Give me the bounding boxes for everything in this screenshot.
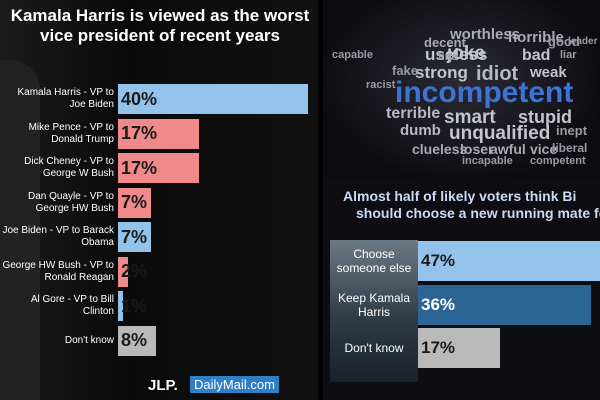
category-label: Al Gore - VP to Bill Clinton	[30, 294, 114, 317]
word: idiot	[476, 63, 519, 85]
category-label: Joe Biden - VP to Barack Obama	[2, 225, 114, 248]
category-label: Keep Kamala Harris	[337, 290, 411, 319]
category-label: Mike Pence - VP to Donald Trump	[28, 121, 114, 145]
bar: 17%	[418, 328, 500, 368]
word: useless	[425, 45, 488, 64]
word: capable	[332, 49, 373, 61]
word: smart	[444, 107, 496, 128]
value-label: 2%	[121, 261, 148, 281]
word: vice	[530, 141, 558, 157]
value-label: 17%	[421, 338, 456, 357]
word: incapable	[462, 155, 513, 167]
word: weak	[530, 64, 567, 81]
word: bad	[522, 47, 551, 64]
word: good	[548, 34, 580, 49]
word: leader	[568, 36, 598, 47]
value-label: 17%	[121, 157, 158, 178]
photo-harris	[0, 60, 40, 400]
chart-subtitle: should choose a new running mate fo	[356, 205, 600, 221]
bar: 2%	[118, 256, 147, 287]
category-label: Don't know	[64, 334, 114, 346]
category-label: Dick Cheney - VP to George W Bush	[24, 156, 114, 179]
word-cloud-bg	[323, 0, 600, 178]
word: worthless	[450, 26, 521, 43]
word: terrible	[386, 105, 441, 122]
logo-dailymail: DailyMail.com	[190, 376, 279, 393]
value-label: 1%	[121, 295, 148, 316]
value-label: 47%	[421, 251, 456, 270]
bar: 17%	[118, 153, 199, 183]
photo-biden	[330, 240, 418, 382]
word: clueless	[412, 141, 468, 157]
chart-title: Almost half of likely voters think Bi	[343, 188, 577, 204]
bar: 1%	[118, 291, 147, 321]
word: unqualified	[449, 123, 551, 144]
value-label: 36%	[421, 294, 456, 314]
category-label: George HW Bush - VP to Ronald Reagan	[2, 259, 114, 283]
left-panel	[0, 0, 318, 400]
bar: 7%	[118, 222, 152, 252]
word: incompetent	[395, 76, 574, 109]
category-label: Dan Quayle - VP to George HW Bush	[28, 190, 114, 214]
value-label: 7%	[121, 192, 148, 212]
bar: 36%	[418, 284, 591, 325]
bar: 47%	[418, 241, 600, 281]
logo-jlp: JLP.	[148, 377, 178, 394]
bar: 40%	[118, 84, 308, 114]
word: racist	[366, 79, 396, 91]
word: horrible	[508, 29, 564, 46]
value-label: 40%	[121, 88, 158, 109]
value-label: 8%	[121, 330, 148, 350]
word: fake	[392, 63, 419, 78]
word: decent	[424, 35, 466, 50]
chart-title: Kamala Harris is viewed as the worst vic…	[10, 6, 310, 45]
word: joke	[447, 43, 486, 64]
bar: 8%	[118, 325, 156, 356]
word: loser	[460, 141, 494, 157]
word: fine	[438, 51, 458, 63]
value-label: 7%	[121, 226, 148, 247]
divider	[319, 0, 323, 400]
word: liberal	[552, 141, 588, 155]
word: strong	[415, 63, 468, 82]
category-label: Don't know	[344, 341, 404, 355]
word: liar	[560, 49, 577, 61]
word: competent	[530, 155, 586, 167]
bar: 17%	[118, 118, 199, 149]
bar: 7%	[118, 187, 152, 218]
word: stupid	[518, 107, 572, 127]
value-label: 17%	[121, 123, 158, 143]
category-label: Kamala Harris - VP to Joe Biden	[17, 87, 114, 110]
word: dumb	[400, 122, 441, 139]
word: awful	[490, 141, 526, 157]
word: inept	[556, 123, 588, 138]
category-label: Choose someone else	[336, 247, 412, 275]
